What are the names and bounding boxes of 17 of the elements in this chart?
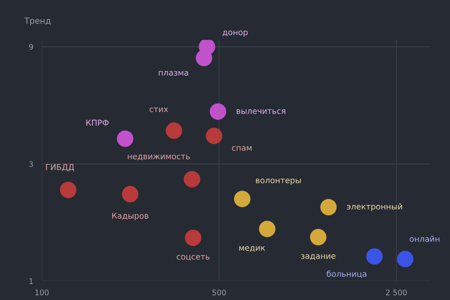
annotation: донор: [222, 30, 248, 37]
annotation: плазма: [158, 71, 188, 76]
annotation: волонтеры: [256, 178, 301, 185]
annotation: вылечиться: [236, 109, 286, 114]
annotation: недвижимость: [128, 154, 190, 160]
annotation: больница: [326, 270, 366, 278]
annotation: задание: [301, 254, 336, 260]
y-axis-title: Тренд: [24, 18, 51, 26]
annotation: КПРФ: [86, 120, 109, 126]
annotation: соцсеть: [176, 255, 210, 261]
annotation: электронный: [346, 203, 402, 212]
annotation: стих: [150, 108, 168, 112]
annotation: онлайн: [410, 236, 440, 242]
annotation: ГИБДД: [46, 164, 74, 172]
annotation: спам: [232, 146, 252, 151]
annotation: медик: [239, 246, 266, 252]
annotation: Кадыров: [112, 212, 148, 220]
